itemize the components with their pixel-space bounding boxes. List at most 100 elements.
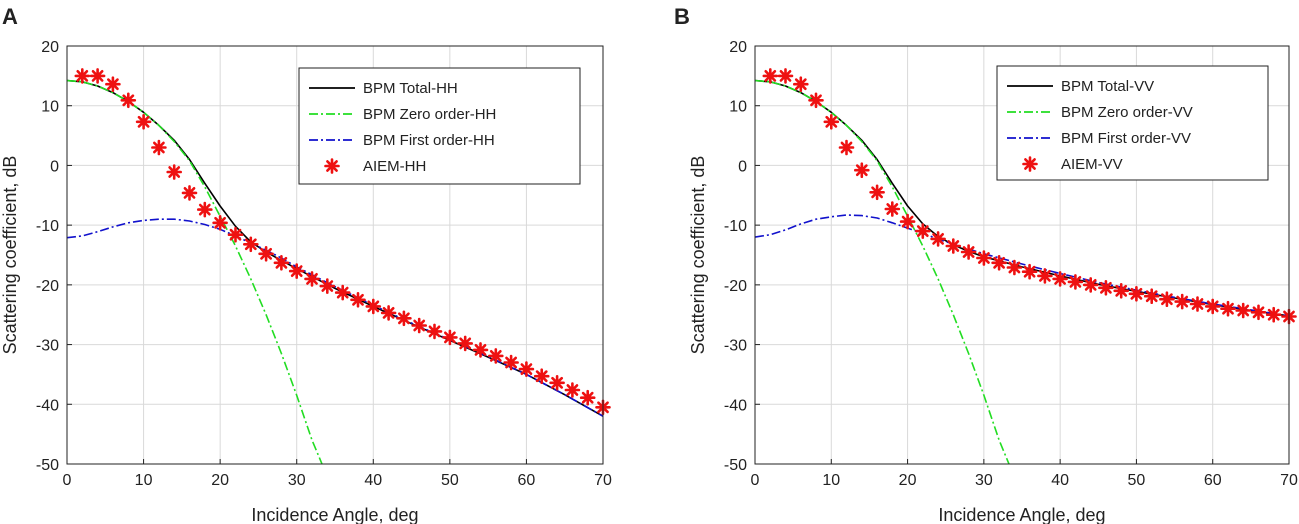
marker-aiem-vv [1037,268,1053,284]
panel-label-a: A [2,4,18,29]
y-tick-label-a: 20 [41,39,59,56]
marker-aiem-vv [1189,296,1206,312]
marker-aiem-vv [1265,306,1282,323]
y-tick-label-b: 0 [738,158,747,175]
marker-aiem-vv [899,213,916,230]
legend-box-b [996,65,1269,181]
x-tick-label-b: 20 [899,472,917,489]
marker-aiem-hh [472,342,489,358]
marker-aiem-hh [411,317,427,334]
series-b [755,68,1297,464]
legend-entry-aiem-hh: AIEM-HH [363,158,426,175]
x-tick-label-b: 70 [1280,472,1298,489]
marker-aiem-hh [243,236,259,253]
x-tick-label-b: 60 [1204,472,1222,489]
legend-entry-zero-order-hh: BPM Zero order-HH [363,106,496,123]
y-axis-label-a: Scattering coefficient, dB [0,156,20,355]
marker-aiem-hh [212,215,228,231]
marker-aiem-vv [1128,286,1145,302]
marker-aiem-hh [350,292,366,308]
marker-aiem-vv [777,68,794,84]
marker-aiem-vv [1021,263,1038,280]
series-a [67,68,611,464]
legend-swatch-aiem-vv [1022,156,1038,172]
line-bpm-first-order-hh [67,218,603,417]
x-tick-label-b: 50 [1128,472,1146,489]
marker-aiem-vv [808,92,824,109]
y-tick-label-a: -30 [36,338,59,355]
y-tick-label-b: -30 [724,338,747,355]
x-axis-label-a: Incidence Angle, deg [251,505,418,524]
x-tick-label-b: 10 [822,472,840,489]
y-tick-label-b: 20 [729,39,747,56]
marker-aiem-hh [533,368,550,384]
marker-aiem-hh [227,226,244,243]
marker-aiem-vv [762,68,779,84]
y-tick-label-a: -50 [36,457,59,474]
panel-a: A 0 10 20 30 40 50 60 70 20 10 0 -10 -20 -30 -40 -50 In… [0,4,612,524]
marker-aiem-vv [1143,288,1160,304]
marker-aiem-hh [334,284,351,301]
x-tick-label-a: 30 [288,472,306,489]
legend-entry-first-order-hh: BPM First order-HH [363,132,495,149]
y-tick-label-b: -50 [724,457,747,474]
marker-aiem-hh [442,329,458,346]
y-tick-label-b: -20 [724,278,747,295]
y-tick-label-a: -10 [36,218,59,235]
x-tick-label-a: 40 [364,472,382,489]
marker-aiem-vv [1220,300,1236,317]
marker-aiem-vv [884,201,901,217]
marker-aiem-vv [838,139,855,156]
y-tick-label-a: -40 [36,397,59,414]
marker-aiem-hh [105,76,121,92]
marker-aiem-vv [854,162,870,178]
marker-aiem-hh [426,323,443,340]
legend-entry-first-order-vv: BPM First order-VV [1061,130,1191,147]
marker-aiem-hh [197,201,213,218]
marker-aiem-vv [823,114,840,130]
x-tick-label-b: 30 [975,472,993,489]
line-bpm-zero-order-hh [67,79,323,464]
marker-aiem-hh [258,246,274,262]
x-tick-label-a: 50 [441,472,459,489]
line-bpm-first-order-vv [755,214,1289,317]
legend-a: BPM Total-HH BPM Zero order-HH BPM First… [298,67,581,185]
marker-aiem-hh [380,305,397,321]
marker-aiem-vv [1204,298,1221,315]
marker-aiem-vv [1067,274,1084,290]
panel-b: B 0 10 20 30 40 50 60 70 20 10 0 -10 -20 -30 -40 -50 In… [674,4,1298,524]
marker-aiem-hh [365,298,382,315]
y-tick-label-b: -10 [724,218,747,235]
marker-aiem-hh [89,68,106,84]
marker-aiem-hh [396,310,412,327]
ticks-a: 0 10 20 30 40 50 60 70 20 10 0 -10 -20 -30 -40 -50 [36,39,612,489]
marker-aiem-hh [135,114,152,130]
marker-aiem-hh [549,375,565,391]
marker-aiem-hh [457,335,473,352]
marker-aiem-hh [273,255,290,271]
panel-label-b: B [674,4,690,29]
line-bpm-zero-order-vv [755,79,1010,464]
x-axis-label-b: Incidence Angle, deg [938,505,1105,524]
marker-aiem-vv [869,184,885,201]
marker-aiem-vv [915,223,931,239]
marker-aiem-vv [1006,259,1023,276]
marker-aiem-vv [1113,283,1129,299]
x-tick-label-b: 0 [751,472,760,489]
marker-aiem-hh [503,354,519,371]
marker-aiem-vv [1052,271,1068,287]
legend-entry-total-vv: BPM Total-VV [1061,78,1154,95]
marker-aiem-hh [518,361,535,377]
marker-aiem-vv [1235,302,1251,319]
plot-frame-b [754,45,1290,465]
marker-aiem-vv [945,238,962,254]
marker-aiem-vv [1174,293,1190,310]
marker-aiem-hh [151,139,167,156]
marker-aiem-vv [1159,291,1175,307]
marker-aiem-hh [488,348,504,364]
marker-aiem-hh [74,68,91,84]
marker-aiem-hh [319,278,336,294]
x-tick-label-a: 10 [135,472,153,489]
marker-aiem-hh [166,164,182,180]
marker-aiem-vv [1082,277,1099,293]
